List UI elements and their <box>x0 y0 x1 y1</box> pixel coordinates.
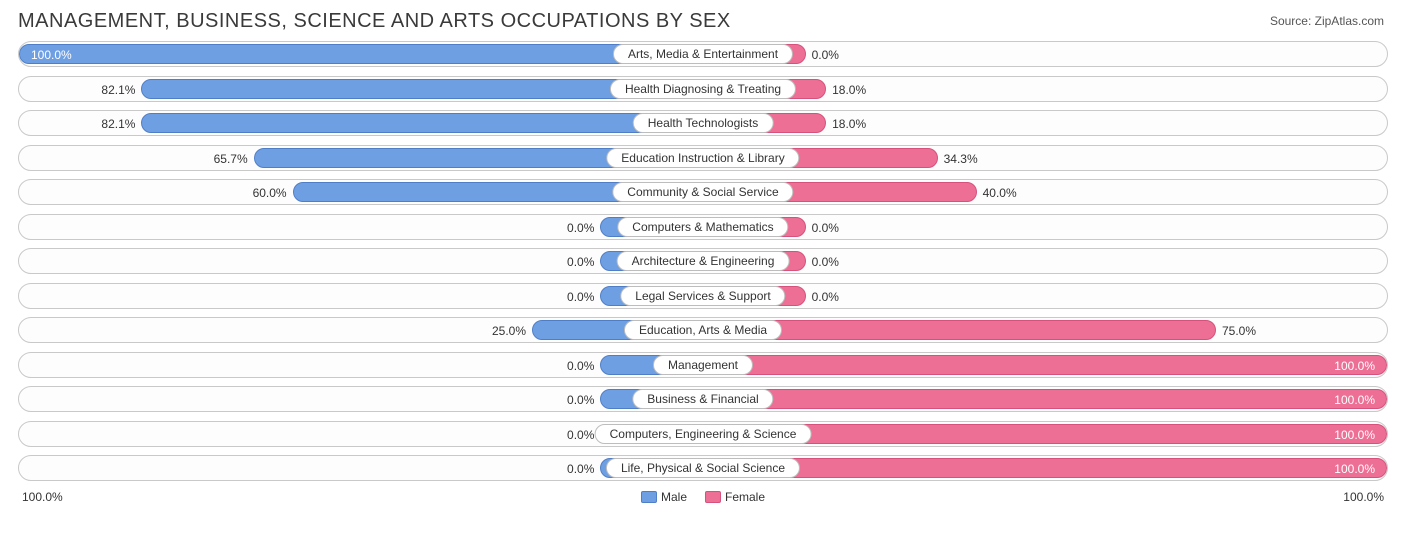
category-label: Education, Arts & Media <box>624 320 782 340</box>
category-label: Business & Financial <box>632 389 773 409</box>
male-pct-label: 0.0% <box>561 422 600 447</box>
source-name: ZipAtlas.com <box>1315 14 1384 28</box>
female-pct-label: 0.0% <box>806 42 845 67</box>
bar-row: Management 0.0% 100.0% <box>18 352 1388 378</box>
male-pct-label: 65.7% <box>208 146 254 171</box>
bar-row: Health Diagnosing & Treating 82.1% 18.0% <box>18 76 1388 102</box>
category-label: Community & Social Service <box>612 182 793 202</box>
female-bar <box>703 389 1387 409</box>
category-label: Legal Services & Support <box>620 286 785 306</box>
male-pct-label: 0.0% <box>561 387 600 412</box>
bar-row: Education, Arts & Media 25.0% 75.0% <box>18 317 1388 343</box>
legend: Male Female <box>641 490 765 504</box>
female-pct-label: 34.3% <box>938 146 984 171</box>
source-prefix: Source: <box>1270 14 1315 28</box>
female-bar <box>703 458 1387 478</box>
category-label: Life, Physical & Social Science <box>606 458 800 478</box>
male-pct-label: 0.0% <box>561 353 600 378</box>
axis-row: 100.0% Male Female 100.0% <box>18 490 1388 512</box>
bar-row: Computers, Engineering & Science0.0% 100.… <box>18 421 1388 447</box>
bar-row: Computers & Mathematics 0.0% 0.0% <box>18 214 1388 240</box>
male-pct-label: 25.0% <box>486 318 532 343</box>
male-pct-label: 0.0% <box>561 215 600 240</box>
category-label: Education Instruction & Library <box>606 148 799 168</box>
male-pct-label: 0.0% <box>561 284 600 309</box>
female-pct-label: 0.0% <box>806 215 845 240</box>
male-pct-label: 60.0% <box>247 180 293 205</box>
category-label: Architecture & Engineering <box>617 251 790 271</box>
bar-row: Business & Financial 0.0% 100.0% <box>18 386 1388 412</box>
chart-title: MANAGEMENT, BUSINESS, SCIENCE AND ARTS O… <box>18 10 1388 33</box>
diverging-bar-chart: Arts, Media & Entertainment 100.0% 0.0% Hea… <box>18 41 1388 481</box>
legend-female-label: Female <box>725 490 765 504</box>
female-bar <box>703 355 1387 375</box>
female-pct-label: 75.0% <box>1216 318 1262 343</box>
legend-male-label: Male <box>661 490 687 504</box>
category-label: Health Technologists <box>633 113 774 133</box>
axis-right-label: 100.0% <box>1343 490 1384 504</box>
category-label: Management <box>653 355 753 375</box>
female-pct-label: 100.0% <box>1328 422 1381 447</box>
legend-male-swatch <box>641 491 657 503</box>
axis-left-label: 100.0% <box>22 490 63 504</box>
female-pct-label: 18.0% <box>826 77 872 102</box>
bar-row: Education Instruction & Library 65.7% 34.3… <box>18 145 1388 171</box>
category-label: Health Diagnosing & Treating <box>610 79 796 99</box>
bar-row: Health Technologists 82.1% 18.0% <box>18 110 1388 136</box>
category-label: Arts, Media & Entertainment <box>613 44 793 64</box>
male-pct-label: 0.0% <box>561 456 600 481</box>
source-attribution: Source: ZipAtlas.com <box>1270 14 1384 28</box>
female-pct-label: 0.0% <box>806 249 845 274</box>
male-pct-label: 82.1% <box>95 111 141 136</box>
male-bar <box>19 44 703 64</box>
bar-row: Community & Social Service 60.0% 40.0% <box>18 179 1388 205</box>
female-pct-label: 18.0% <box>826 111 872 136</box>
category-label: Computers & Mathematics <box>617 217 788 237</box>
bar-row: Architecture & Engineering 0.0% 0.0% <box>18 248 1388 274</box>
female-pct-label: 100.0% <box>1328 353 1381 378</box>
legend-male: Male <box>641 490 687 504</box>
male-bar <box>141 113 703 133</box>
bar-row: Legal Services & Support 0.0% 0.0% <box>18 283 1388 309</box>
male-pct-label: 82.1% <box>95 77 141 102</box>
bar-row: Life, Physical & Social Science 0.0% 100.0… <box>18 455 1388 481</box>
category-label: Computers, Engineering & Science <box>595 424 812 444</box>
legend-female: Female <box>705 490 765 504</box>
male-pct-label: 0.0% <box>561 249 600 274</box>
female-pct-label: 40.0% <box>977 180 1023 205</box>
female-pct-label: 100.0% <box>1328 387 1381 412</box>
bar-row: Arts, Media & Entertainment 100.0% 0.0% <box>18 41 1388 67</box>
legend-female-swatch <box>705 491 721 503</box>
female-pct-label: 0.0% <box>806 284 845 309</box>
male-pct-label: 100.0% <box>25 42 78 67</box>
female-pct-label: 100.0% <box>1328 456 1381 481</box>
